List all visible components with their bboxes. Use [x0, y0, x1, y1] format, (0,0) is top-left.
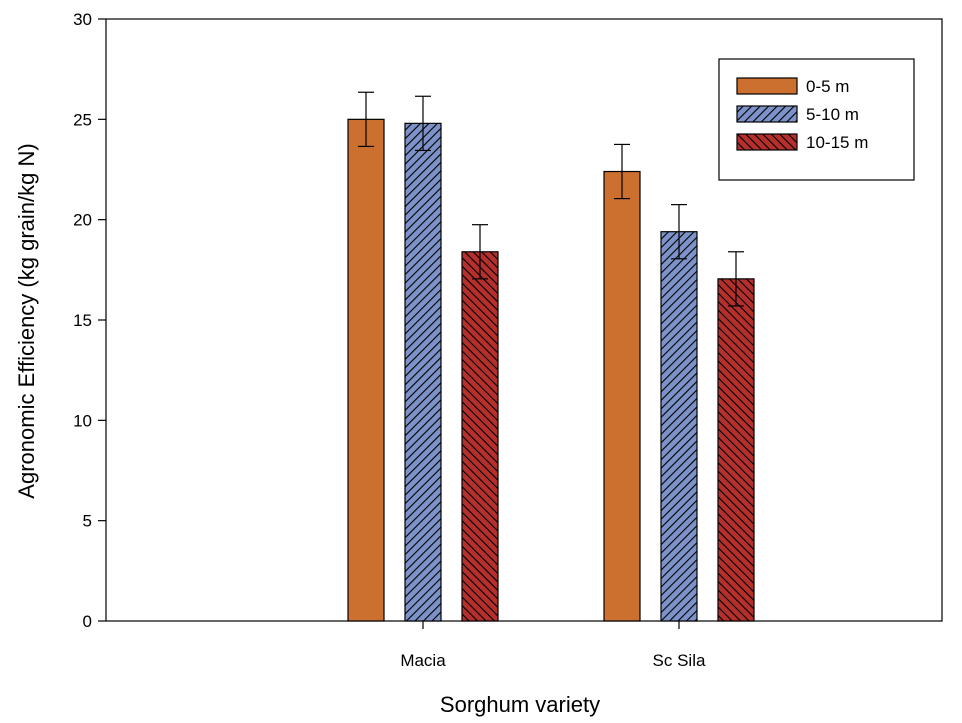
x-axis-title: Sorghum variety	[440, 692, 600, 717]
x-axis-ticks: Macia Sc Sila	[400, 621, 706, 670]
y-axis-ticks: 0 5 10 15 20 25 30	[73, 10, 106, 631]
y-tick-label: 30	[73, 10, 92, 29]
y-tick-label: 20	[73, 211, 92, 230]
legend-label: 0-5 m	[806, 77, 849, 96]
legend: 0-5 m 5-10 m 10-15 m	[718, 58, 915, 181]
legend-swatch	[736, 133, 798, 151]
bar	[461, 251, 499, 622]
y-tick-label: 15	[73, 311, 92, 330]
legend-swatch	[736, 77, 798, 95]
error-bars	[358, 91, 744, 307]
bar	[660, 231, 698, 622]
bar	[717, 278, 755, 622]
y-tick-label: 5	[83, 512, 92, 531]
bar	[603, 170, 641, 622]
y-axis-title: Agronomic Efficiency (kg grain/kg N)	[14, 143, 39, 498]
x-tick-label: Sc Sila	[653, 651, 706, 670]
y-tick-label: 10	[73, 411, 92, 430]
bar	[404, 122, 442, 622]
bar	[347, 118, 385, 622]
legend-label: 5-10 m	[806, 105, 859, 124]
x-tick-label: Macia	[400, 651, 446, 670]
y-tick-label: 0	[83, 612, 92, 631]
bars	[347, 118, 755, 622]
legend-label: 10-15 m	[806, 133, 868, 152]
y-tick-label: 25	[73, 110, 92, 129]
legend-swatch	[736, 105, 798, 123]
